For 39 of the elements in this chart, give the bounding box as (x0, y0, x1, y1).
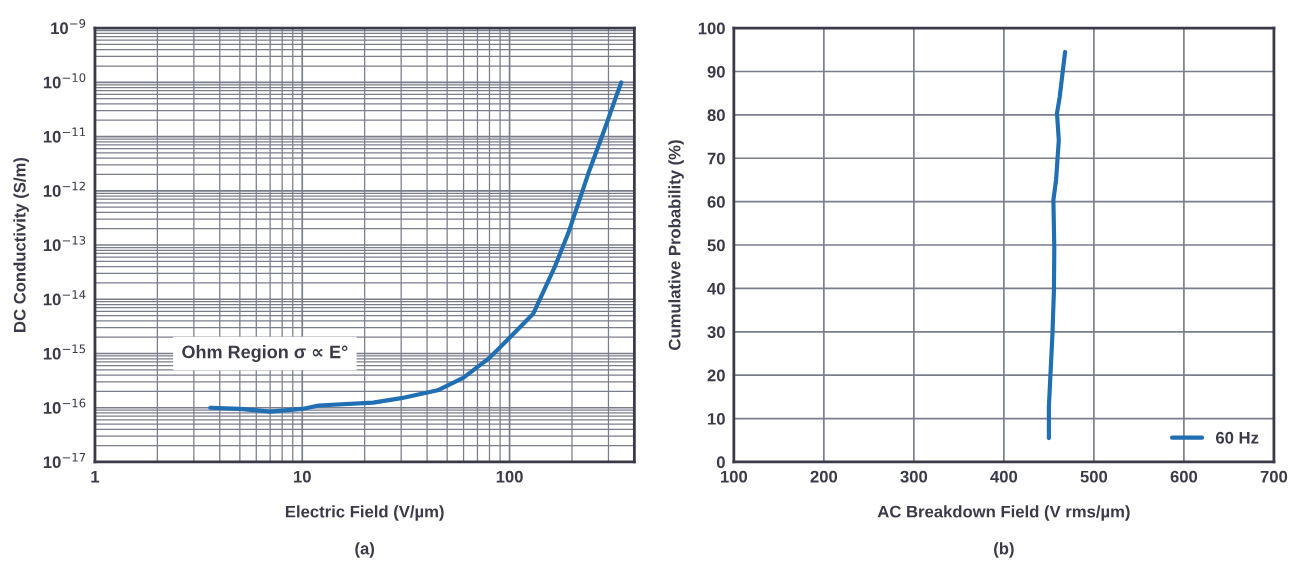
y-tick-label: 10$^{−14}$ (43, 290, 86, 306)
x-tick-label: 100 (496, 470, 523, 483)
y-tick-label: 70 (707, 152, 725, 165)
x-tick-label: 100 (721, 470, 748, 483)
annotation: Ohm Region σ ∝ E° (182, 345, 348, 362)
y-axis-title: Cumulative Probability (%) (668, 140, 684, 350)
text: (a) (355, 542, 375, 558)
y-tick-label: 10 (708, 412, 725, 425)
y-tick-label: 60 (707, 196, 725, 208)
y-tick-label: 40 (707, 282, 725, 295)
y-tick-label: 50 (707, 239, 725, 252)
line-series (1046, 49, 1068, 441)
y-tick-label: 10$^{−15}$ (43, 344, 86, 360)
y-tick-label: 90 (707, 65, 725, 78)
x-axis-title: AC Breakdown Field (V rms/µm) (877, 505, 1130, 521)
y-tick-label: 10$^{−17}$ (43, 453, 86, 469)
x-tick-label: 700 (1260, 470, 1288, 483)
y-tick-label: 10$^{−16}$ (43, 398, 86, 414)
y-tick-label: 100 (698, 22, 725, 35)
legend-label: 60 Hz (1215, 431, 1259, 444)
y-tick-label: 10$^{−13}$ (43, 235, 86, 252)
x-axis-title: Electric Field (V/µm) (285, 505, 444, 521)
x-tick-label: 10 (294, 470, 311, 483)
y-tick-label: 0 (716, 456, 725, 469)
x-tick-label: 500 (1080, 470, 1108, 483)
y-tick-label: 10$^{−12}$ (43, 181, 85, 197)
y-tick-label: 20 (707, 369, 725, 382)
y-tick-label: 10$^{−10}$ (43, 73, 86, 89)
y-tick-label: 10$^{−11}$ (43, 127, 86, 143)
text: (b) (994, 542, 1014, 558)
y-tick-label: 10$^{−9}$ (51, 18, 86, 35)
y-axis-title: DC Conductivity (S/m) (13, 157, 29, 332)
x-tick-label: 400 (990, 470, 1018, 483)
x-tick-label: 600 (1170, 470, 1198, 483)
x-tick-label: 300 (900, 470, 928, 483)
y-tick-label: 30 (707, 326, 725, 339)
x-tick-label: 200 (810, 470, 838, 483)
y-tick-label: 80 (707, 109, 725, 122)
x-tick-label: 1 (91, 470, 100, 483)
